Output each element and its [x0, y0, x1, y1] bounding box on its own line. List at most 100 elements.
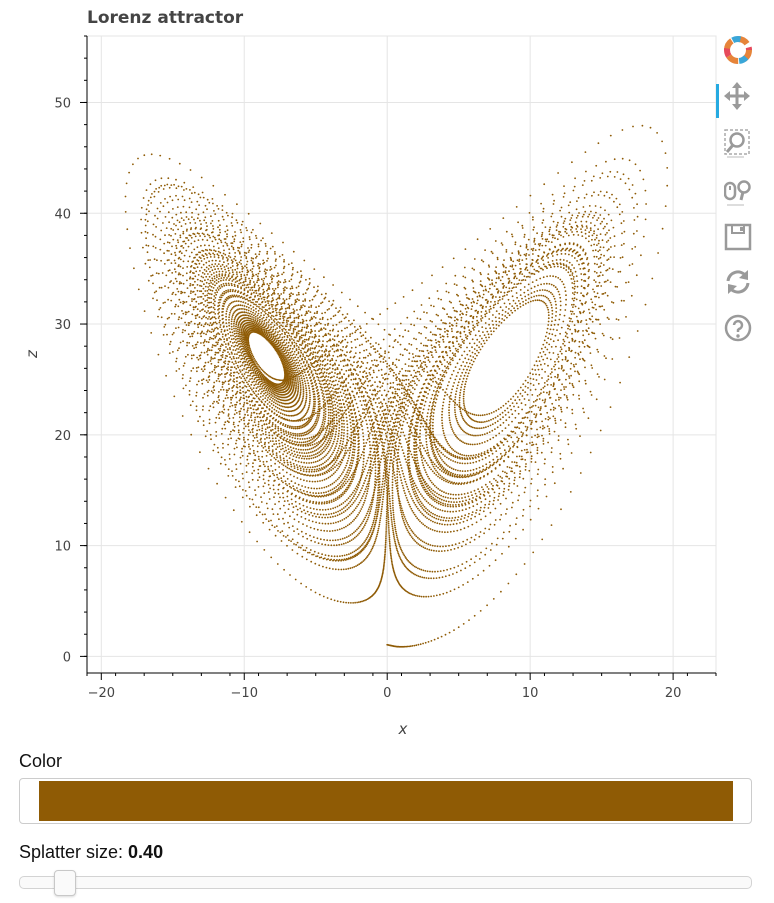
- data-point: [495, 281, 497, 284]
- data-point: [341, 527, 343, 530]
- data-point: [207, 301, 210, 304]
- data-point: [264, 325, 267, 328]
- data-point: [316, 421, 319, 423]
- data-point: [391, 502, 394, 504]
- data-point: [389, 546, 391, 548]
- data-point: [308, 400, 311, 403]
- data-point: [415, 492, 418, 495]
- data-point: [208, 288, 210, 291]
- data-point: [625, 281, 627, 284]
- data-point: [331, 530, 334, 532]
- data-point: [439, 570, 442, 572]
- data-point: [325, 436, 328, 439]
- data-point: [593, 243, 595, 246]
- data-point: [330, 466, 333, 469]
- data-point: [318, 402, 321, 405]
- data-point: [541, 538, 544, 541]
- data-point: [282, 292, 285, 294]
- data-point: [265, 381, 267, 384]
- data-point: [431, 570, 434, 573]
- data-point: [229, 277, 232, 280]
- data-point: [146, 231, 149, 234]
- data-point: [338, 455, 340, 458]
- data-point: [235, 327, 237, 330]
- data-point: [247, 341, 250, 344]
- data-point: [438, 344, 440, 346]
- data-point: [426, 509, 429, 511]
- data-point: [286, 406, 289, 409]
- data-point: [409, 450, 412, 453]
- data-point: [253, 392, 256, 395]
- data-point: [298, 425, 301, 428]
- data-point: [362, 356, 365, 359]
- data-point: [284, 349, 287, 351]
- data-point: [299, 388, 302, 390]
- data-point: [387, 527, 390, 529]
- data-point: [360, 544, 363, 547]
- data-point: [306, 455, 309, 458]
- data-point: [213, 236, 216, 239]
- data-point: [308, 392, 311, 394]
- data-point: [317, 419, 319, 421]
- data-point: [237, 308, 239, 311]
- data-point: [392, 374, 395, 377]
- data-point: [206, 239, 209, 242]
- data-point: [295, 333, 298, 335]
- data-point: [272, 472, 274, 475]
- data-point: [221, 386, 224, 388]
- data-point: [398, 421, 401, 423]
- data-point: [358, 525, 361, 528]
- data-point: [308, 442, 310, 445]
- data-point: [211, 240, 214, 243]
- data-point: [292, 455, 295, 457]
- data-point: [400, 392, 403, 394]
- data-point: [292, 369, 295, 372]
- data-point: [243, 333, 246, 336]
- data-point: [274, 468, 277, 471]
- data-point: [243, 317, 246, 319]
- data-point: [213, 334, 215, 337]
- data-point: [190, 290, 192, 293]
- data-point: [358, 547, 360, 549]
- data-point: [388, 538, 391, 541]
- data-point: [354, 507, 357, 510]
- data-point: [374, 351, 377, 354]
- data-point: [228, 248, 231, 251]
- data-point: [342, 419, 345, 422]
- data-point: [277, 433, 280, 436]
- data-point: [508, 482, 511, 485]
- data-point: [347, 457, 350, 460]
- data-point: [265, 304, 268, 306]
- data-point: [341, 445, 343, 448]
- data-point: [217, 377, 220, 380]
- data-point: [255, 360, 257, 363]
- scatter-plot[interactable]: Lorenz attractor −20 −10 0 10 2001020304050 …: [0, 0, 774, 740]
- data-point: [323, 440, 326, 443]
- data-point: [270, 402, 273, 405]
- data-point: [229, 295, 232, 297]
- data-point: [199, 332, 202, 335]
- data-point: [328, 372, 330, 375]
- data-point: [301, 399, 304, 401]
- data-point: [310, 487, 313, 490]
- data-point: [198, 204, 201, 207]
- data-point: [230, 372, 232, 375]
- data-point: [309, 349, 312, 351]
- data-point: [269, 333, 271, 336]
- data-point: [329, 433, 332, 436]
- data-point: [534, 434, 536, 437]
- data-point: [230, 323, 233, 325]
- data-point: [506, 440, 509, 443]
- data-point: [305, 532, 307, 535]
- data-point: [324, 415, 327, 418]
- data-point: [519, 254, 522, 257]
- data-point: [207, 310, 210, 312]
- data-point: [425, 443, 428, 446]
- data-point: [278, 311, 281, 314]
- data-point: [532, 551, 535, 554]
- data-point: [628, 356, 631, 358]
- data-point: [236, 262, 238, 264]
- data-point: [570, 452, 573, 454]
- data-point: [313, 325, 316, 327]
- data-point: [472, 324, 475, 327]
